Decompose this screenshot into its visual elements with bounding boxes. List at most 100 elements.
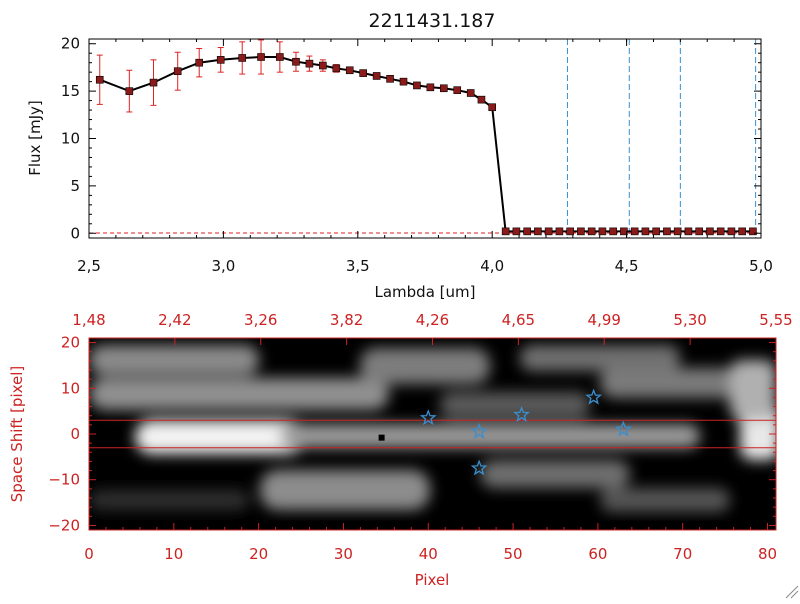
image-x-tick-label: 0 (84, 545, 94, 563)
image-top-tick-label: 5,30 (673, 311, 706, 329)
star-marker-icon (470, 459, 488, 476)
spectrum-point (125, 87, 134, 95)
spectrum-point (577, 227, 585, 236)
spectrum-point (453, 86, 462, 94)
spectrum-x-tick-label: 2,5 (77, 257, 101, 275)
image-top-tick-label: 4,65 (502, 311, 535, 329)
spectrum-point (587, 227, 596, 236)
spectrum-point (216, 56, 225, 64)
image-x-tick-label: 10 (164, 545, 183, 563)
image-x-tick-label: 60 (588, 545, 607, 563)
spectrum-point (566, 227, 574, 236)
star-marker-icon (513, 405, 530, 422)
spectrum-point (386, 75, 394, 83)
image-x-tick-label: 70 (673, 545, 692, 563)
spectrum-point (466, 89, 475, 97)
image-panel: 0 10 20 30 40 50 60 70 80 1,48 2,42 3,26 3,82 4,26 4,… (8, 311, 793, 589)
star-marker-icon (585, 388, 602, 405)
spectrum-y-tick-label: 20 (61, 35, 80, 53)
spectrum-point (673, 227, 682, 236)
image-top-tick-label: 4,26 (416, 311, 449, 329)
spectrum-point (372, 72, 381, 80)
resize-grip-icon[interactable] (785, 585, 799, 599)
image-x-tick-label: 40 (419, 545, 438, 563)
spectrum-point (399, 77, 408, 86)
spectrum-point (512, 227, 521, 236)
image-top-tick-label: 3,82 (330, 311, 363, 329)
spectrum-x-ticks: 2,5 3,0 3,5 4,0 4,5 5,0 (77, 39, 773, 275)
spectrum-y-axis-label: Flux [mJy] (26, 100, 44, 176)
spectrum-point (641, 227, 650, 236)
image-top-ticks: 1,48 2,42 3,26 3,82 4,26 4,65 4,99 5,30 5,55 (72, 311, 793, 345)
spectrum-point (501, 227, 510, 236)
spectrum-point (95, 75, 104, 84)
image-x-tick-label: 30 (334, 545, 353, 563)
spectrum-point (630, 227, 639, 236)
image-x-tick-label: 50 (504, 545, 523, 563)
spectrum-point (749, 227, 757, 236)
spectrum-point (292, 57, 300, 66)
image-x-tick-label: 80 (758, 545, 777, 563)
spectrum-point (620, 227, 628, 236)
image-x-ticks: 0 10 20 30 40 50 60 70 80 (84, 523, 777, 563)
image-y-axis-label: Space Shift [pixel] (8, 366, 26, 503)
spectrum-point (149, 78, 158, 87)
spectrum-point (332, 64, 341, 73)
spectrum-point (534, 227, 542, 236)
spectrum-points (95, 53, 757, 236)
spectrum-point (413, 81, 421, 90)
spectrum-x-tick-label: 3,5 (346, 257, 370, 275)
spectrum-x-axis-label: Lambda [um] (375, 283, 476, 301)
spectrum-point (488, 103, 497, 112)
spectrum-point (426, 83, 435, 92)
star-marker-icon (470, 422, 488, 439)
image-y-tick-label: −20 (48, 516, 80, 534)
image-top-tick-label: 2,42 (158, 311, 191, 329)
spectrum-point (598, 227, 607, 236)
spectrum-line (99, 56, 753, 233)
image-y-tick-label: 0 (70, 425, 80, 443)
image-top-tick-label: 5,55 (759, 311, 792, 329)
spectrum-point (523, 227, 531, 236)
spectrum-point (195, 58, 204, 67)
spectrum-title: 2211431.187 (369, 10, 496, 32)
image-top-tick-label: 4,99 (588, 311, 621, 329)
image-dark-pixel (378, 434, 385, 441)
spectrum-errorbars (96, 39, 496, 113)
image-y-ticks: −20 −10 0 10 20 (48, 334, 776, 534)
spectrum-point (345, 66, 354, 75)
spectrum-plot-frame (88, 38, 762, 239)
spectrum-point (359, 69, 367, 77)
spectrum-point (238, 54, 247, 62)
image-y-tick-label: 20 (61, 334, 80, 352)
spectrum-point (706, 227, 714, 236)
spectrum-y-tick-label: 5 (70, 177, 80, 195)
image-heatmap (89, 345, 776, 512)
spectrum-point (609, 227, 617, 236)
spectrum-reference-lines (566, 39, 757, 238)
image-y-tick-label: −10 (48, 471, 80, 489)
spectrum-point (477, 95, 486, 104)
image-extraction-lines (89, 419, 776, 449)
star-marker-icon (615, 420, 632, 437)
spectrum-point (727, 227, 736, 236)
spectrum-point (257, 53, 265, 61)
spectrum-point (695, 227, 703, 236)
spectrum-point (305, 59, 314, 68)
spectrum-panel: 2211431.187 2,5 3,0 3,5 4,0 4,5 5,0 05101520 … (26, 10, 773, 301)
spectrum-point (663, 227, 671, 236)
spectrum-x-tick-label: 4,5 (615, 257, 639, 275)
image-top-tick-label: 1,48 (72, 311, 105, 329)
image-y-tick-label: 10 (61, 379, 80, 397)
spectrum-y-tick-label: 0 (70, 224, 80, 242)
spectrum-y-ticks: 0 5 10 15 20 (61, 35, 761, 242)
image-top-tick-label: 3,26 (244, 311, 277, 329)
spectrum-point (440, 84, 448, 93)
spectrum-point (716, 227, 725, 236)
star-marker-icon (419, 409, 437, 426)
image-markers (419, 388, 632, 476)
spectrum-point (555, 227, 564, 236)
spectrum-point (276, 53, 284, 61)
